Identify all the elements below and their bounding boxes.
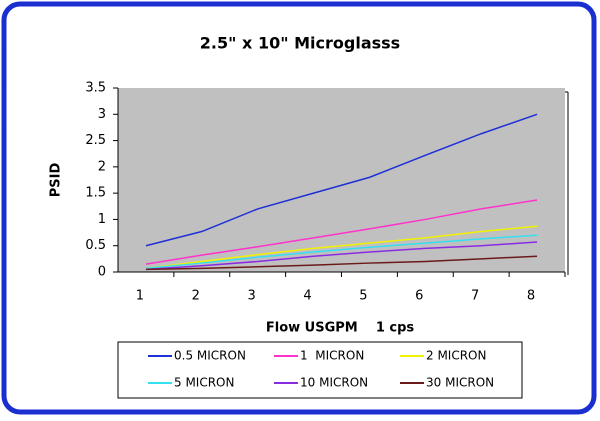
x-tick-label: 6 xyxy=(415,289,423,304)
legend-label: 2 MICRON xyxy=(426,349,486,363)
legend-label: 1 MICRON xyxy=(300,349,364,363)
y-tick-label: 1 xyxy=(98,212,106,227)
x-tick-label: 5 xyxy=(359,289,367,304)
series-line xyxy=(145,234,538,270)
chart-title: 2.5" x 10" Microglasss xyxy=(200,34,400,53)
plot-area xyxy=(118,88,565,272)
y-tick-label: 3.5 xyxy=(85,81,106,96)
series-line xyxy=(145,113,538,247)
legend-label: 5 MICRON xyxy=(174,376,234,390)
x-tick-label: 3 xyxy=(248,289,256,304)
y-axis-label: PSID xyxy=(49,163,64,198)
legend-label: 0.5 MICRON xyxy=(174,349,246,363)
x-tick-label: 4 xyxy=(303,289,311,304)
y-tick-label: 2.5 xyxy=(85,133,106,148)
y-tick-label: 0 xyxy=(98,265,106,280)
series-line xyxy=(145,255,538,271)
series-line xyxy=(145,199,538,265)
series-line xyxy=(145,225,538,270)
legend-label: 10 MICRON xyxy=(300,376,368,390)
y-tick-label: 0.5 xyxy=(85,238,106,253)
x-tick-label: 1 xyxy=(136,289,144,304)
y-tick-label: 1.5 xyxy=(85,186,106,201)
legend xyxy=(117,341,523,399)
x-tick-label: 8 xyxy=(527,289,535,304)
y-tick-label: 2 xyxy=(98,159,106,174)
x-tick-label: 2 xyxy=(192,289,200,304)
legend-label: 30 MICRON xyxy=(426,376,494,390)
y-tick-label: 3 xyxy=(98,107,106,122)
x-tick-label: 7 xyxy=(471,289,479,304)
series-line xyxy=(145,241,538,271)
x-axis-label: Flow USGPM 1 cps xyxy=(266,321,415,336)
